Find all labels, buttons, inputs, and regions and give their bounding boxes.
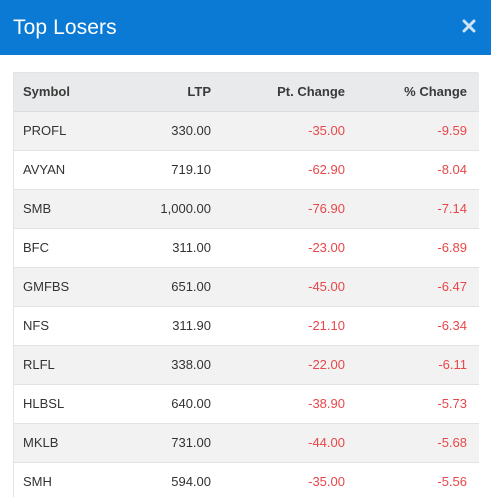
symbol-cell: NFS [14,306,99,346]
pt-change-cell: -44.00 [211,423,345,463]
column-header-symbol[interactable]: Symbol [14,73,99,112]
pt-change-cell: -38.90 [211,384,345,424]
table-row[interactable]: NFS 311.90 -21.10 -6.34 [14,306,479,346]
pct-change-cell: -7.14 [345,189,479,229]
symbol-cell: RLFL [14,345,99,385]
close-button[interactable] [457,14,481,38]
pct-change-cell: -5.56 [345,462,479,497]
table-row[interactable]: BFC 311.00 -23.00 -6.89 [14,228,479,268]
pct-change-cell: -5.73 [345,384,479,424]
ltp-cell: 311.90 [99,306,211,346]
close-icon [462,19,476,33]
table-header-row: Symbol LTP Pt. Change % Change [14,73,479,112]
ltp-cell: 640.00 [99,384,211,424]
pct-change-cell: -5.68 [345,423,479,463]
column-header-pt-change[interactable]: Pt. Change [211,73,345,112]
pct-change-cell: -9.59 [345,111,479,151]
ltp-cell: 594.00 [99,462,211,497]
table-row[interactable]: SMH 594.00 -35.00 -5.56 [14,462,479,497]
ltp-cell: 1,000.00 [99,189,211,229]
modal-header: Top Losers [0,0,491,55]
ltp-cell: 330.00 [99,111,211,151]
pct-change-cell: -8.04 [345,150,479,190]
pt-change-cell: -22.00 [211,345,345,385]
pct-change-cell: -6.47 [345,267,479,307]
pct-change-cell: -6.34 [345,306,479,346]
table-row[interactable]: SMB 1,000.00 -76.90 -7.14 [14,189,479,229]
pt-change-cell: -76.90 [211,189,345,229]
pt-change-cell: -23.00 [211,228,345,268]
table-row[interactable]: RLFL 338.00 -22.00 -6.11 [14,345,479,385]
pt-change-cell: -35.00 [211,111,345,151]
ltp-cell: 311.00 [99,228,211,268]
modal-title: Top Losers [13,15,117,39]
table-row[interactable]: PROFL 330.00 -35.00 -9.59 [14,111,479,151]
symbol-cell: BFC [14,228,99,268]
symbol-cell: AVYAN [14,150,99,190]
pt-change-cell: -62.90 [211,150,345,190]
symbol-cell: GMFBS [14,267,99,307]
ltp-cell: 719.10 [99,150,211,190]
ltp-cell: 651.00 [99,267,211,307]
column-header-pct-change[interactable]: % Change [345,73,479,112]
top-losers-table-container: Symbol LTP Pt. Change % Change PROFL 330… [13,72,479,497]
table-row[interactable]: MKLB 731.00 -44.00 -5.68 [14,423,479,463]
column-header-ltp[interactable]: LTP [99,73,211,112]
pct-change-cell: -6.11 [345,345,479,385]
symbol-cell: MKLB [14,423,99,463]
symbol-cell: SMH [14,462,99,497]
symbol-cell: SMB [14,189,99,229]
ltp-cell: 338.00 [99,345,211,385]
symbol-cell: PROFL [14,111,99,151]
table-row[interactable]: HLBSL 640.00 -38.90 -5.73 [14,384,479,424]
pct-change-cell: -6.89 [345,228,479,268]
pt-change-cell: -21.10 [211,306,345,346]
top-losers-table: Symbol LTP Pt. Change % Change PROFL 330… [14,73,479,497]
table-row[interactable]: GMFBS 651.00 -45.00 -6.47 [14,267,479,307]
symbol-cell: HLBSL [14,384,99,424]
table-row[interactable]: AVYAN 719.10 -62.90 -8.04 [14,150,479,190]
pt-change-cell: -45.00 [211,267,345,307]
pt-change-cell: -35.00 [211,462,345,497]
ltp-cell: 731.00 [99,423,211,463]
